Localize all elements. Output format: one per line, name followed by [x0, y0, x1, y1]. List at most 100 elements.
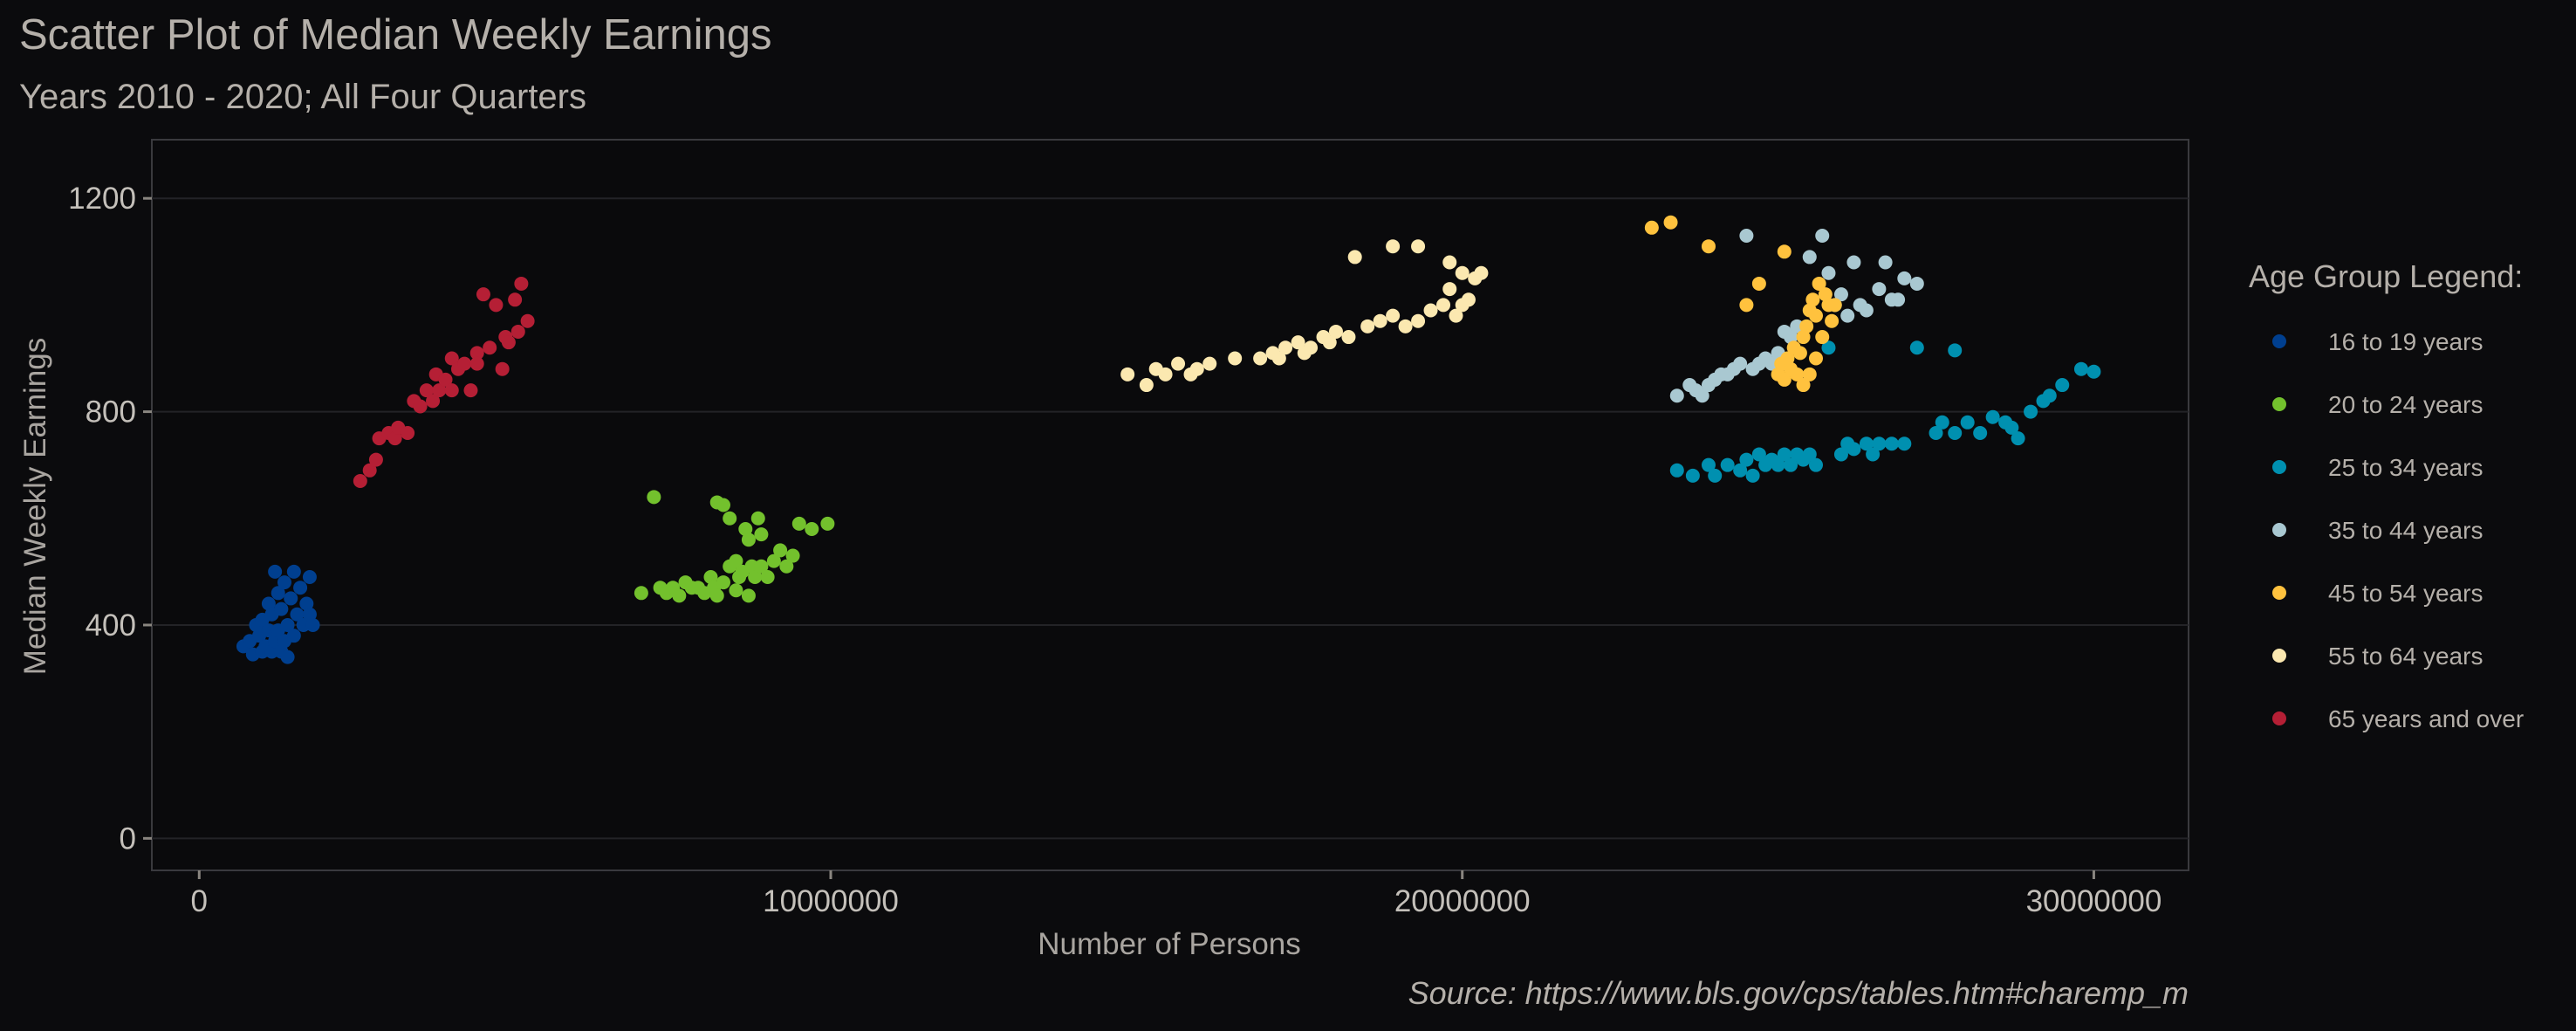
axes: 0 400 800 1200 0 10000000 20000000 30000000 — [68, 182, 2162, 918]
source-caption: Source: https://www.bls.gov/cps/tables.h… — [1408, 975, 2189, 1011]
series-16-to-19-years — [236, 564, 320, 664]
data-point — [766, 553, 781, 568]
data-point — [1846, 255, 1861, 270]
data-point — [760, 569, 775, 584]
y-axis-title: Median Weekly Earnings — [18, 338, 52, 676]
data-point — [1745, 468, 1760, 483]
x-axis-title: Number of Persons — [1038, 927, 1301, 961]
y-tick-label: 800 — [86, 395, 136, 430]
legend-swatch — [2272, 586, 2286, 600]
data-point — [290, 607, 305, 622]
plot-panel — [151, 139, 2189, 871]
data-point — [1708, 468, 1723, 483]
data-point — [2004, 420, 2019, 435]
data-point — [741, 588, 756, 603]
grid-lines — [152, 197, 2189, 840]
data-point — [1663, 215, 1678, 230]
data-point — [1771, 457, 1785, 472]
data-point — [1386, 239, 1401, 254]
data-point — [1449, 308, 1463, 323]
data-point — [1739, 298, 1754, 313]
data-point — [1120, 367, 1135, 381]
data-point — [647, 490, 661, 505]
data-point — [1796, 330, 1811, 345]
data-point — [280, 617, 295, 632]
data-point — [2055, 378, 2070, 393]
data-point — [1897, 436, 1912, 451]
data-point — [426, 394, 441, 409]
data-point — [1846, 442, 1861, 457]
data-point — [1960, 415, 1975, 430]
data-point — [286, 629, 301, 643]
data-point — [1777, 244, 1792, 259]
data-point — [2011, 431, 2025, 446]
legend-label: 35 to 44 years — [2328, 517, 2483, 544]
data-point — [1189, 361, 1204, 376]
data-point — [1812, 276, 1826, 291]
data-point — [444, 351, 459, 366]
data-point — [1859, 436, 1874, 451]
data-point — [1973, 426, 1988, 441]
data-point — [1278, 340, 1293, 355]
data-point — [1827, 298, 1842, 313]
data-point — [419, 383, 434, 398]
data-point — [1685, 468, 1700, 483]
data-point — [785, 548, 800, 563]
data-point — [729, 583, 743, 598]
data-point — [1833, 447, 1848, 462]
data-point — [1304, 340, 1319, 355]
data-point — [1669, 463, 1684, 478]
data-point — [286, 564, 301, 579]
data-point — [1796, 378, 1811, 393]
data-point — [1474, 265, 1489, 280]
data-point — [2086, 364, 2101, 379]
data-point — [1701, 457, 1716, 472]
data-point — [508, 292, 523, 307]
data-point — [1872, 282, 1887, 297]
series-25-to-34-years — [1669, 340, 2101, 483]
data-point — [413, 399, 428, 414]
data-point — [463, 383, 478, 398]
legend-label: 16 to 19 years — [2328, 328, 2483, 355]
data-point — [1790, 367, 1805, 381]
data-point — [716, 498, 730, 512]
data-point — [1809, 351, 1824, 366]
data-point — [1809, 457, 1824, 472]
data-point — [261, 596, 276, 611]
data-point — [457, 356, 472, 371]
data-point — [1985, 409, 2000, 424]
data-point — [1139, 378, 1154, 393]
data-point — [469, 346, 484, 361]
data-point — [1821, 340, 1836, 355]
legend-swatch — [2272, 649, 2286, 663]
data-point — [1866, 447, 1881, 462]
data-point — [1799, 319, 1814, 333]
data-point — [1840, 308, 1855, 323]
data-point — [703, 569, 718, 584]
data-point — [274, 601, 289, 616]
data-point — [501, 335, 516, 350]
legend-label: 45 to 54 years — [2328, 580, 2483, 607]
legend-label: 20 to 24 years — [2328, 391, 2483, 418]
data-point — [1825, 313, 1840, 328]
data-point — [1398, 319, 1413, 333]
data-point — [1818, 287, 1833, 302]
data-point — [1780, 351, 1795, 366]
data-point — [1935, 415, 1949, 430]
data-point — [444, 383, 459, 398]
legend-label: 55 to 64 years — [2328, 643, 2483, 670]
data-point — [1442, 255, 1457, 270]
data-point — [741, 533, 756, 547]
data-point — [277, 575, 291, 590]
data-point — [2042, 388, 2057, 403]
data-point — [716, 575, 730, 590]
data-point — [1739, 452, 1754, 467]
data-point — [1171, 356, 1186, 371]
data-point — [1455, 265, 1470, 280]
data-point — [1777, 372, 1792, 387]
legend-title: Age Group Legend: — [2249, 258, 2523, 294]
series-20-to-24-years — [634, 490, 835, 603]
data-point — [483, 340, 497, 355]
data-point — [280, 650, 295, 664]
x-tick-label: 10000000 — [763, 884, 899, 918]
